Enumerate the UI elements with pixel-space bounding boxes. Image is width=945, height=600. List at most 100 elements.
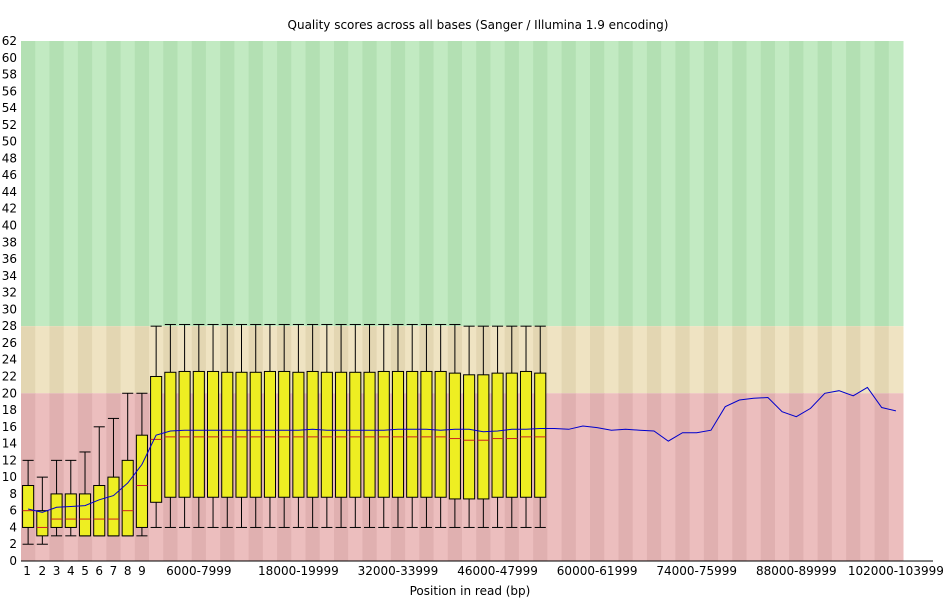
band-reasonable xyxy=(774,326,790,394)
band-poor xyxy=(575,393,591,561)
band-good xyxy=(675,41,691,327)
x-tick-label: 6000-7999 xyxy=(166,564,231,578)
band-good xyxy=(35,41,50,327)
band-reasonable xyxy=(675,326,691,394)
band-good xyxy=(547,41,563,327)
band-reasonable xyxy=(35,326,50,394)
band-poor xyxy=(618,393,634,561)
y-tick-label: 12 xyxy=(2,453,17,467)
box xyxy=(178,370,191,498)
y-tick-label: 56 xyxy=(2,84,17,98)
band-good xyxy=(291,41,307,327)
band-good xyxy=(732,41,748,327)
band-reasonable xyxy=(106,326,122,394)
band-good xyxy=(888,41,904,327)
x-tick-label: 4 xyxy=(67,564,75,578)
y-tick-label: 18 xyxy=(2,403,17,417)
band-good xyxy=(163,41,178,327)
band-reasonable xyxy=(732,326,748,394)
y-tick-label: 42 xyxy=(2,202,17,216)
band-good xyxy=(803,41,819,327)
band-good xyxy=(262,41,278,327)
band-good xyxy=(846,41,861,327)
y-tick-label: 26 xyxy=(2,336,17,350)
y-tick-label: 36 xyxy=(2,252,17,266)
band-good xyxy=(604,41,619,327)
box xyxy=(235,371,248,498)
band-poor xyxy=(774,393,790,561)
band-good xyxy=(120,41,136,327)
box xyxy=(36,510,49,537)
y-axis: 0246810121416182022242628303234363840424… xyxy=(2,34,17,568)
band-reasonable xyxy=(618,326,634,394)
box xyxy=(107,476,120,537)
y-tick-label: 54 xyxy=(2,101,17,115)
x-tick-label: 32000-33999 xyxy=(358,564,439,578)
box xyxy=(22,485,35,528)
y-tick-label: 34 xyxy=(2,269,17,283)
x-tick-label: 74000-75999 xyxy=(656,564,737,578)
x-tick-label: 9 xyxy=(138,564,146,578)
box xyxy=(406,370,419,498)
box xyxy=(249,371,262,498)
band-reasonable xyxy=(689,326,705,394)
chart-title: Quality scores across all bases (Sanger … xyxy=(288,18,669,32)
band-good xyxy=(92,41,107,327)
band-poor xyxy=(604,393,619,561)
box xyxy=(363,371,376,498)
box xyxy=(164,371,177,498)
band-good xyxy=(618,41,634,327)
band-good xyxy=(333,41,349,327)
box xyxy=(434,370,447,498)
band-good xyxy=(774,41,790,327)
band-poor xyxy=(718,393,733,561)
band-poor xyxy=(817,393,833,561)
box xyxy=(377,370,390,498)
y-tick-label: 52 xyxy=(2,118,17,132)
band-good xyxy=(191,41,207,327)
band-good xyxy=(462,41,477,327)
box xyxy=(477,374,490,500)
band-good xyxy=(661,41,676,327)
y-tick-label: 24 xyxy=(2,353,17,367)
x-tick-label: 18000-19999 xyxy=(258,564,339,578)
y-tick-label: 38 xyxy=(2,235,17,249)
band-reasonable xyxy=(803,326,819,394)
box xyxy=(263,370,276,498)
box xyxy=(292,371,305,498)
band-good xyxy=(433,41,449,327)
band-poor xyxy=(703,393,719,561)
y-tick-label: 16 xyxy=(2,420,17,434)
band-reasonable xyxy=(760,326,776,394)
y-tick-label: 28 xyxy=(2,319,17,333)
band-good xyxy=(533,41,548,327)
x-axis-label: Position in read (bp) xyxy=(410,584,531,598)
band-reasonable xyxy=(632,326,648,394)
band-good xyxy=(646,41,662,327)
band-reasonable xyxy=(561,326,577,394)
x-tick-label: 60000-61999 xyxy=(557,564,638,578)
band-good xyxy=(220,41,235,327)
box xyxy=(50,493,63,528)
band-reasonable xyxy=(874,326,890,394)
band-reasonable xyxy=(134,326,150,394)
band-reasonable xyxy=(746,326,762,394)
y-tick-label: 62 xyxy=(2,34,17,48)
band-poor xyxy=(803,393,819,561)
y-tick-label: 48 xyxy=(2,151,17,165)
band-poor xyxy=(831,393,847,561)
band-good xyxy=(405,41,420,327)
mean-line xyxy=(27,386,897,513)
x-tick-label: 2 xyxy=(39,564,47,578)
x-tick-label: 5 xyxy=(81,564,89,578)
y-tick-label: 20 xyxy=(2,386,17,400)
y-tick-label: 14 xyxy=(2,437,17,451)
box xyxy=(278,370,291,498)
box xyxy=(534,372,547,498)
band-good xyxy=(390,41,406,327)
box xyxy=(519,370,533,498)
band-poor xyxy=(561,393,577,561)
box xyxy=(349,371,362,498)
band-good xyxy=(561,41,577,327)
band-good xyxy=(746,41,762,327)
